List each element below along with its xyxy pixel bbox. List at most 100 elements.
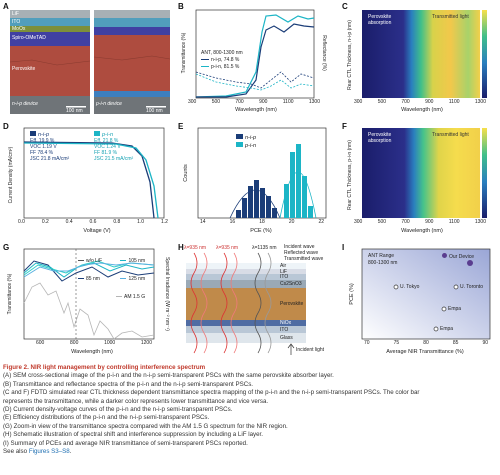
transmittance-chart	[195, 9, 315, 99]
f-ylabel: Rear CTL Thickness, p-i-n (nm)	[347, 140, 353, 210]
caption-line: (D) Current density-voltage curves of th…	[3, 406, 233, 414]
panel-c-label: C	[342, 2, 348, 11]
g-xlabel: Wavelength (nm)	[71, 349, 113, 355]
heatmap-c	[362, 10, 487, 98]
f-xtick: 300	[354, 219, 363, 225]
d-xticks: 0.0 0.2 0.4 0.6 0.8 1.0 1.2	[18, 219, 168, 225]
d-pin-eff: Eff. 21.8 %	[94, 138, 119, 144]
summary-scatter	[361, 248, 491, 340]
b-legend-nip: n-i-p, 74.8 %	[201, 57, 239, 63]
c-xtick: 300	[354, 99, 363, 105]
c-region-2: Transmitted light	[432, 14, 469, 20]
h-layer: Perovskite	[280, 301, 304, 307]
e-legend-nip: n-i-p	[236, 134, 256, 141]
d-pin-name-text: p-i-n	[102, 132, 114, 138]
e-legend-pin: p-i-n	[236, 142, 256, 149]
g-legend-item: 125 nm	[120, 276, 156, 282]
i-xticks: 70 75 80 85 90	[364, 340, 488, 346]
b-xticks: 300 500 700 900 1100 1300	[188, 99, 320, 105]
i-legend-text: Our Device	[449, 254, 475, 260]
d-xlabel: Voltage (V)	[83, 228, 111, 234]
zoom-transmittance-chart	[23, 248, 155, 340]
panel-b: B Transmittance (%) Reflectance (%) 300 …	[176, 2, 336, 118]
h-layer: ITO	[280, 274, 289, 280]
h-layer: Cs2SnO3	[280, 281, 302, 287]
g-xtick: 1000	[104, 340, 116, 346]
i-xtick: 75	[393, 340, 400, 346]
panel-a-label: A	[3, 2, 9, 11]
d-nip-ff: FF 78.4 %	[30, 150, 54, 156]
b-xtick: 1300	[308, 99, 320, 105]
see-also-prefix: See also	[3, 448, 29, 456]
panel-c: C Perovskite absorption Transmitted ligh…	[340, 2, 498, 118]
d-xtick: 0.0	[18, 219, 25, 225]
caption-title: Figure 2. NIR light management by contro…	[3, 364, 206, 371]
caption-line: (H) Schematic illustration of spectral s…	[3, 431, 263, 439]
h-legend: Incident wave Reflected wave Transmitted…	[284, 244, 323, 262]
c-region-1: Perovskite absorption	[368, 14, 392, 26]
b-legend-title: ANT, 800-1300 nm	[201, 50, 243, 56]
e-xtick: 22	[318, 219, 324, 225]
see-also-suffix: .	[69, 448, 72, 456]
b-legend-pin-text: p-i-n, 81.5 %	[211, 64, 240, 70]
b-xtick: 500	[211, 99, 221, 105]
caption-line: represents the transmittance, while a da…	[3, 397, 269, 405]
c-xlabel: Wavelength (nm)	[401, 107, 443, 113]
d-nip-name: n-i-p	[30, 131, 69, 138]
g-ylabel-left: Transmittance (%)	[7, 273, 13, 315]
i-legend: Our Device	[442, 253, 474, 260]
d-nip-eff: Eff. 19.9 %	[30, 138, 55, 144]
g-xtick: 800	[70, 340, 79, 346]
e-legend-nip-text: n-i-p	[245, 135, 257, 141]
panel-i: I PCE (%) ANT Range 800-1300 nm Our Devi…	[340, 243, 498, 360]
e-legend-pin-text: p-i-n	[245, 143, 257, 149]
d-xtick: 0.6	[89, 219, 97, 225]
c-xtick: 1300	[474, 99, 486, 105]
h-layer: Glass	[280, 335, 293, 341]
panel-g: G Transmittance (%) Spectral Irradiance …	[2, 243, 172, 360]
panel-b-label: B	[178, 2, 184, 11]
panel-e-label: E	[178, 122, 184, 131]
panel-a: A LiF ITO MoOx Spiro-OMeTAD Perovskite	[2, 2, 172, 118]
panel-d: D Current Density (mA/cm²) 0.0 0.2 0.4 0…	[2, 122, 172, 240]
d-nip-jsc: JSC 21.8 mA/cm²	[30, 156, 70, 162]
f-xlabel: Wavelength (nm)	[401, 228, 443, 234]
layer-label-perovskite: Perovskite	[12, 66, 36, 72]
c-xtick: 700	[401, 99, 410, 105]
i-note-2: 800-1300 nm	[368, 260, 398, 266]
e-xtick: 18	[259, 219, 265, 225]
h-top-label: λ=1135 nm	[252, 245, 277, 251]
g-xticks: 600 800 1000 1200	[36, 340, 152, 346]
i-xtick: 80	[423, 340, 429, 346]
h-layer: LiF	[280, 269, 287, 275]
panel-e: E Counts 14 16 18 20 22 PCE (%) n	[176, 122, 336, 240]
i-xtick: 70	[364, 340, 370, 346]
i-point-label: U. Toronto	[460, 284, 483, 290]
panel-g-label: G	[3, 243, 10, 252]
figures-link[interactable]: Figures S3–S8	[28, 448, 70, 456]
g-xtick: 1200	[140, 340, 152, 346]
c-xticks: 300 500 700 900 1100 1300	[354, 99, 486, 105]
d-ylabel: Current Density (mA/cm²)	[8, 146, 14, 204]
e-xlabel: PCE (%)	[250, 228, 272, 234]
caption-line: (E) Efficiency distributions of the p-i-…	[3, 414, 210, 422]
e-xtick: 14	[200, 219, 206, 225]
layer-label-ito: ITO	[12, 19, 21, 25]
b-xtick: 1100	[282, 99, 294, 105]
b-xlabel: Wavelength (nm)	[235, 107, 277, 113]
h-legend-item: Incident wave	[284, 244, 315, 250]
d-nip-name-text: n-i-p	[38, 132, 50, 138]
g-ylabel-right: Spectral Irradiance (W m⁻² nm⁻¹)	[164, 257, 170, 331]
g-legend-text: 125 nm	[128, 276, 146, 282]
h-top-label: λ=935 nm	[216, 245, 239, 251]
c-xtick: 500	[377, 99, 387, 105]
d-xtick: 1.0	[137, 219, 145, 225]
caption-line: (B) Transmittance and reflectance spectr…	[3, 380, 254, 388]
g-legend: w/o LiF 105 nm 85 nm 125 nm AM 1.5 G	[78, 249, 158, 303]
b-xtick: 700	[235, 99, 244, 105]
i-ylabel: PCE (%)	[349, 283, 355, 305]
pce-histogram	[197, 127, 327, 219]
layer-label-lif: LiF	[12, 11, 19, 17]
e-xtick: 16	[229, 219, 236, 225]
i-point-label: Empa	[440, 326, 454, 332]
